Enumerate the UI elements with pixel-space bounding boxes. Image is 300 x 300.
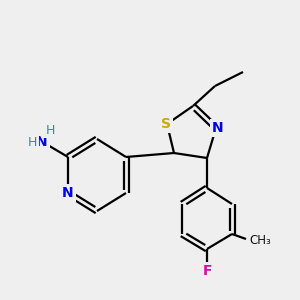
Text: H: H (45, 124, 55, 136)
Text: N: N (62, 186, 74, 200)
Text: F: F (202, 264, 212, 278)
Text: H: H (27, 136, 37, 148)
Text: N: N (212, 121, 224, 135)
Text: CH₃: CH₃ (249, 235, 271, 248)
Text: S: S (161, 117, 171, 131)
Text: N: N (36, 135, 48, 149)
